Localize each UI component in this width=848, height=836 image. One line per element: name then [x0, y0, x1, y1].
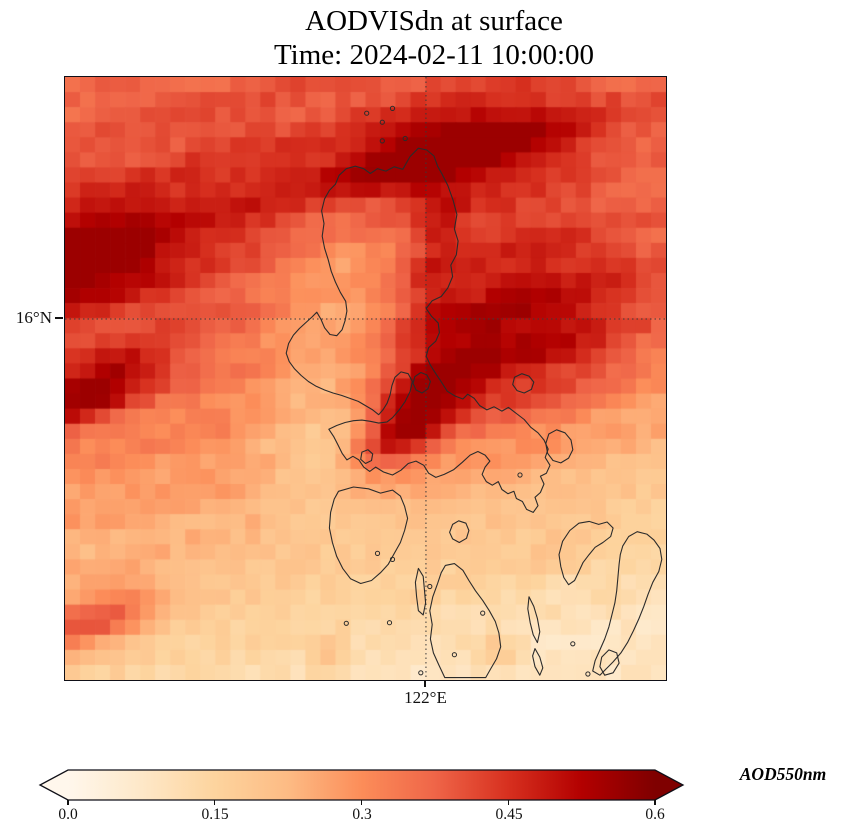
- islet-coastline: [343, 620, 349, 626]
- aod-heatmap-canvas: [65, 77, 666, 680]
- islet-coastline: [379, 119, 385, 125]
- x-axis-tick-label: 122°E: [404, 688, 447, 707]
- coastline: [532, 648, 544, 676]
- plot-subtitle-time: Time: 2024-02-11 10:00:00: [273, 39, 595, 71]
- plot-title: AODVISdn at surface: [305, 5, 563, 37]
- coastline: [285, 147, 551, 513]
- islet-coastline: [585, 671, 591, 677]
- colorbar-tick-label: 0.0: [58, 806, 78, 823]
- colorbar-tick-mark: [361, 800, 363, 805]
- coastline: [449, 520, 470, 544]
- islet-coastline: [418, 670, 424, 676]
- coastline: [558, 520, 614, 586]
- coastline: [360, 449, 374, 465]
- colorbar: 0.0 0.15 0.3 0.45 0.6: [30, 762, 730, 832]
- coastline: [545, 429, 574, 464]
- islet-coastline: [451, 652, 457, 658]
- islet-coastline: [517, 472, 523, 478]
- coastline: [414, 567, 427, 616]
- islet-coastline: [389, 556, 396, 562]
- colorbar-gradient-bar: [38, 769, 685, 801]
- islet-coastline: [364, 110, 370, 116]
- coastline: [599, 649, 620, 676]
- islet-coastline: [427, 583, 433, 590]
- colorbar-tick-label: 0.45: [495, 806, 523, 823]
- colorbar-tick-mark: [654, 800, 656, 805]
- y-axis-tick-label: 16°N: [15, 308, 52, 327]
- islet-coastline: [402, 135, 408, 142]
- islet-coastline: [374, 550, 381, 556]
- colorbar-tick-mark: [507, 800, 509, 805]
- islet-coastline: [386, 620, 393, 626]
- coastline-gridline-overlay: [65, 77, 666, 680]
- coastline: [328, 486, 409, 585]
- x-axis-tick-mark: [424, 680, 426, 687]
- coastline: [412, 371, 431, 394]
- colorbar-tick-label: 0.15: [201, 806, 229, 823]
- coastline: [429, 563, 502, 679]
- coastline: [527, 596, 541, 644]
- islet-coastline: [480, 610, 486, 616]
- colorbar-units-label: AOD550nm: [739, 764, 827, 784]
- map-axes: [64, 76, 667, 681]
- colorbar-tick-label: 0.3: [352, 806, 372, 823]
- colorbar-tick-label: 0.6: [645, 806, 665, 823]
- islet-coastline: [570, 641, 576, 647]
- coastline: [592, 531, 663, 676]
- coastline: [512, 373, 535, 394]
- colorbar-tick-mark: [67, 800, 69, 805]
- islet-coastline: [379, 138, 385, 144]
- islet-coastline: [389, 105, 396, 111]
- y-axis-tick-mark: [55, 317, 63, 319]
- colorbar-tick-mark: [214, 800, 216, 805]
